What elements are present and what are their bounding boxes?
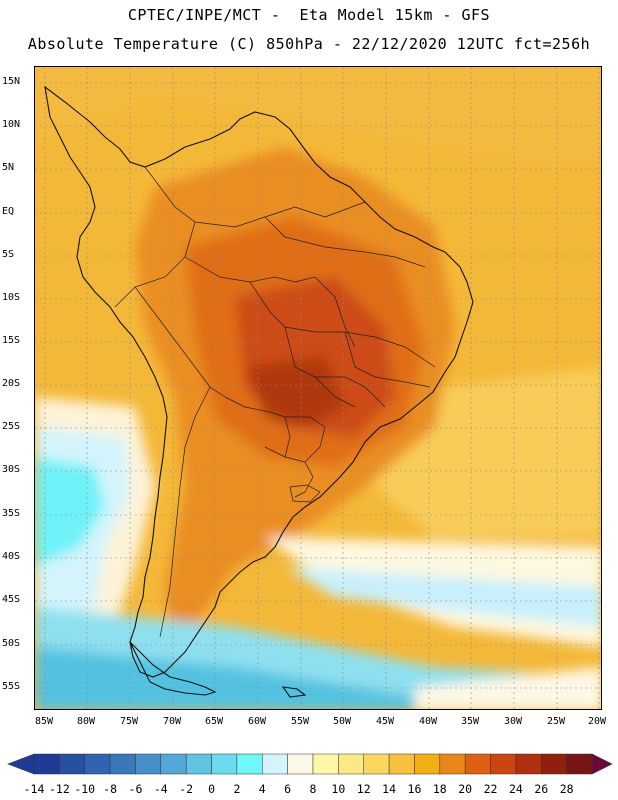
lon-label: 70W — [162, 716, 182, 727]
lat-label: 10N — [2, 119, 21, 130]
colorbar-tick-label: -2 — [179, 782, 194, 796]
colorbar-swatch — [515, 753, 542, 775]
coastline — [44, 85, 474, 698]
colorbar-swatch — [33, 753, 60, 775]
colorbar-tick-label: 2 — [233, 782, 241, 796]
colorbar-swatch — [464, 753, 491, 775]
lon-label: 25W — [546, 716, 566, 727]
colorbar-tick-label: 12 — [356, 782, 371, 796]
colorbar-swatch — [84, 753, 111, 775]
colorbar-swatch — [338, 753, 364, 775]
country-borders — [114, 166, 436, 638]
colorbar-swatch — [135, 753, 162, 775]
colorbar-swatch — [566, 753, 593, 775]
lat-label: 25S — [2, 421, 21, 432]
colorbar-tick-label: 6 — [284, 782, 292, 796]
map-title: CPTEC/INPE/MCT - Eta Model 15km - GFS — [127, 6, 491, 24]
lon-label: 20W — [587, 716, 607, 727]
colorbar-tick-label: 26 — [534, 782, 549, 796]
colorbar-tick-label: 22 — [483, 782, 498, 796]
colorbar-swatch — [388, 753, 415, 775]
colorbar-swatch — [59, 753, 85, 775]
colorbar-tick-label: 18 — [432, 782, 447, 796]
colorbar-swatches — [7, 753, 613, 775]
colorbar-swatch — [211, 753, 238, 775]
lon-label: 65W — [204, 716, 224, 727]
lon-label: 30W — [503, 716, 523, 727]
lat-label: 40S — [2, 551, 21, 562]
lat-label: 50S — [2, 638, 21, 649]
lat-label: 20S — [2, 378, 21, 389]
colorbar-swatch — [541, 753, 567, 775]
temperature-map — [35, 67, 601, 709]
lon-label: 85W — [34, 716, 54, 727]
lat-label: EQ — [2, 206, 15, 217]
colorbar-swatch — [236, 753, 263, 775]
lon-label: 50W — [332, 716, 352, 727]
colorbar-tick-label: -14 — [23, 782, 45, 796]
colorbar-min-arrow — [7, 753, 35, 775]
map-panel[interactable] — [34, 66, 602, 710]
colorbar-swatch — [363, 753, 390, 775]
colorbar-tick-label: 4 — [258, 782, 266, 796]
colorbar-tick-label: 20 — [458, 782, 473, 796]
colorbar-swatch — [312, 753, 339, 775]
lon-label: 45W — [375, 716, 395, 727]
colorbar — [7, 753, 613, 775]
colorbar-tick-label: -12 — [48, 782, 70, 796]
colorbar-tick-label: 0 — [208, 782, 215, 796]
lat-label: 15N — [2, 76, 21, 87]
lon-label: 55W — [290, 716, 310, 727]
colorbar-swatch — [414, 753, 441, 775]
graticule — [35, 67, 601, 709]
colorbar-tick-label: 16 — [407, 782, 422, 796]
colorbar-tick-label: 28 — [559, 782, 574, 796]
lon-label: 75W — [119, 716, 139, 727]
lon-label: 35W — [460, 716, 480, 727]
lat-label: 30S — [2, 464, 21, 475]
colorbar-tick-label: 10 — [331, 782, 346, 796]
colorbar-tick-label: 24 — [508, 782, 523, 796]
lat-label: 5N — [2, 162, 15, 173]
colorbar-swatch — [287, 753, 314, 775]
colorbar-swatch — [109, 753, 136, 775]
map-subtitle: Absolute Temperature (C) 850hPa - 22/12/… — [27, 35, 591, 53]
colorbar-tick-label: 14 — [382, 782, 396, 796]
temperature-field — [35, 67, 601, 709]
lat-label: 55S — [2, 681, 21, 692]
lat-label: 5S — [2, 249, 15, 260]
lat-label: 45S — [2, 594, 21, 605]
lon-label: 60W — [247, 716, 267, 727]
lat-label: 10S — [2, 292, 21, 303]
colorbar-tick-label: -10 — [74, 782, 96, 796]
colorbar-tick-label: -6 — [128, 782, 143, 796]
colorbar-tick-label: 8 — [309, 782, 317, 796]
colorbar-tick-label: -4 — [153, 782, 168, 796]
colorbar-swatch — [185, 753, 212, 775]
lat-label: 15S — [2, 335, 21, 346]
lon-label: 40W — [418, 716, 438, 727]
colorbar-tick-label: -8 — [103, 782, 117, 796]
colorbar-swatch — [262, 753, 288, 775]
colorbar-swatch — [160, 753, 187, 775]
lat-label: 35S — [2, 508, 21, 519]
lon-label: 80W — [76, 716, 96, 727]
colorbar-swatch — [490, 753, 517, 775]
colorbar-swatch — [439, 753, 466, 775]
colorbar-max-arrow — [591, 753, 613, 775]
